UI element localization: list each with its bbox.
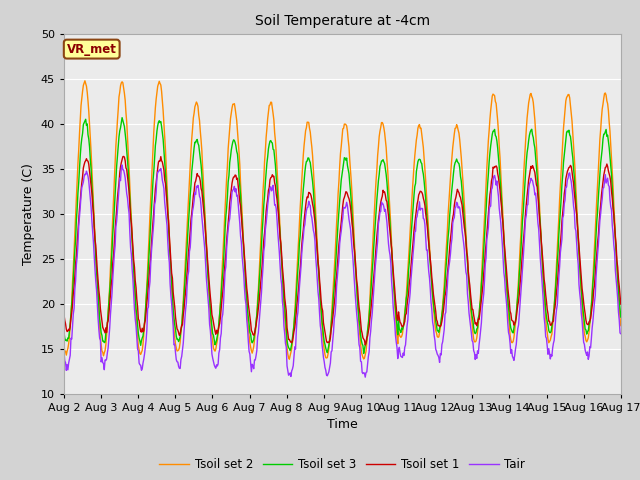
Tsoil set 1: [70, 284, 78, 290]
Tsoil set 3: [128, 238, 136, 243]
Tsoil set 2: [412, 145, 419, 151]
Tsoil set 3: [118, 115, 126, 120]
Tair: [70, 306, 78, 312]
Tsoil set 2: [81, 78, 89, 84]
Tair: [617, 331, 625, 336]
Tair: [362, 374, 369, 380]
Tsoil set 2: [70, 249, 78, 254]
Tair: [60, 349, 68, 355]
Tsoil set 3: [70, 262, 78, 268]
X-axis label: Time: Time: [327, 418, 358, 431]
Tair: [412, 228, 419, 234]
Tsoil set 1: [185, 247, 193, 253]
Tsoil set 2: [128, 234, 136, 240]
Tsoil set 2: [428, 283, 436, 288]
Tsoil set 3: [617, 314, 625, 320]
Tsoil set 2: [185, 191, 193, 196]
Line: Tsoil set 2: Tsoil set 2: [64, 81, 621, 359]
Tair: [128, 266, 136, 272]
Tair: [118, 162, 126, 168]
Tsoil set 3: [360, 350, 367, 356]
Tsoil set 1: [428, 275, 436, 280]
Tsoil set 3: [185, 217, 193, 223]
Line: Tair: Tair: [64, 165, 621, 377]
Y-axis label: Temperature (C): Temperature (C): [22, 163, 35, 264]
Tsoil set 1: [128, 232, 136, 238]
Legend: Tsoil set 2, Tsoil set 3, Tsoil set 1, Tair: Tsoil set 2, Tsoil set 3, Tsoil set 1, T…: [155, 454, 530, 476]
Tsoil set 1: [412, 214, 419, 219]
Text: VR_met: VR_met: [67, 43, 116, 56]
Tair: [428, 307, 436, 313]
Tsoil set 1: [617, 301, 625, 307]
Tsoil set 3: [428, 282, 436, 288]
Title: Soil Temperature at -4cm: Soil Temperature at -4cm: [255, 14, 430, 28]
Tsoil set 3: [214, 329, 222, 335]
Tsoil set 3: [412, 180, 419, 186]
Tsoil set 1: [214, 328, 222, 334]
Tsoil set 1: [60, 312, 68, 318]
Tsoil set 2: [617, 323, 625, 328]
Tair: [214, 361, 222, 367]
Line: Tsoil set 1: Tsoil set 1: [64, 156, 621, 345]
Line: Tsoil set 3: Tsoil set 3: [64, 118, 621, 353]
Tair: [185, 268, 193, 274]
Tsoil set 1: [362, 342, 369, 348]
Tsoil set 1: [120, 154, 127, 159]
Tsoil set 2: [285, 356, 293, 362]
Tsoil set 3: [60, 329, 68, 335]
Tsoil set 2: [214, 331, 222, 336]
Tsoil set 2: [60, 343, 68, 348]
